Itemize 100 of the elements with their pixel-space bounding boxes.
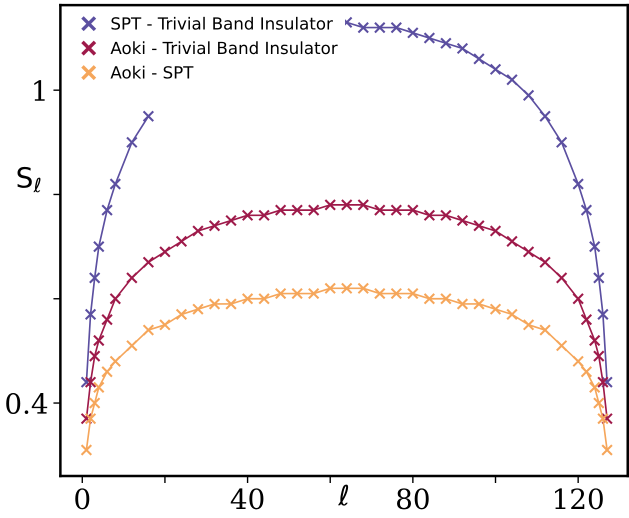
point (588, 334, 601, 346)
point (473, 52, 485, 65)
point (291, 288, 304, 300)
point (597, 376, 609, 388)
point (580, 204, 592, 216)
point (109, 292, 122, 305)
point (539, 256, 552, 268)
point (142, 324, 154, 336)
point (601, 412, 613, 425)
point (357, 282, 370, 294)
point (258, 292, 270, 305)
point (192, 225, 204, 237)
point (142, 256, 154, 268)
point (208, 220, 220, 232)
legend-label: Aoki - Trivial Band Insulator (110, 41, 338, 54)
point (258, 209, 270, 222)
point (406, 288, 419, 300)
point (225, 298, 237, 310)
point (340, 198, 353, 211)
point (159, 246, 171, 258)
point (192, 303, 204, 316)
point (176, 235, 188, 248)
legend-label: SPT - Trivial Band Insulator (111, 16, 333, 30)
point (80, 412, 92, 425)
x-tick-label: 120 (555, 488, 603, 510)
point (423, 292, 436, 305)
point (592, 350, 605, 362)
y-tick-label: 1 (34, 80, 45, 101)
point (176, 308, 188, 320)
point (126, 272, 138, 284)
point (440, 292, 452, 305)
point (80, 444, 92, 456)
point (242, 292, 254, 305)
point (406, 204, 419, 216)
point (84, 376, 96, 388)
point (473, 220, 485, 232)
point (506, 235, 518, 248)
point (539, 110, 552, 122)
point (390, 204, 402, 216)
point (572, 292, 584, 305)
point (456, 214, 468, 226)
point (374, 288, 386, 300)
point (92, 334, 105, 346)
legend-label: Aoki - SPT (110, 66, 194, 79)
point (88, 350, 101, 362)
point (522, 246, 534, 258)
point (423, 32, 436, 44)
point (159, 318, 171, 331)
point (556, 136, 568, 148)
point (374, 22, 386, 34)
point (242, 209, 254, 222)
point (490, 303, 502, 316)
point (101, 204, 113, 216)
point (601, 444, 613, 456)
point (556, 340, 568, 352)
y-tick-label: 0.4 (6, 392, 48, 414)
point (592, 272, 605, 284)
x-axis-title: ℓ (338, 484, 348, 506)
point (490, 225, 502, 237)
point (126, 136, 138, 148)
point (357, 22, 370, 34)
point (291, 204, 304, 216)
point (473, 298, 485, 310)
point (92, 381, 105, 394)
point (340, 282, 353, 294)
point (580, 366, 592, 378)
point (308, 204, 320, 216)
point (522, 318, 534, 331)
point (406, 26, 419, 39)
point (506, 308, 518, 320)
point (456, 42, 468, 54)
point (357, 198, 370, 211)
point (324, 198, 336, 211)
point (101, 366, 113, 378)
point (592, 397, 605, 409)
y-axis-title: S$_{ℓ}$ (18, 166, 40, 192)
point (274, 204, 287, 216)
point (588, 240, 601, 253)
point (588, 381, 601, 394)
point (490, 63, 502, 76)
point (539, 324, 552, 336)
point (390, 22, 402, 34)
point (88, 272, 101, 284)
point (423, 209, 436, 222)
x-tick-label: 40 (230, 488, 264, 510)
point (506, 74, 518, 86)
point (101, 314, 113, 326)
x-tick-label: 0 (75, 488, 90, 510)
point (324, 282, 336, 294)
point (522, 89, 534, 102)
point (580, 314, 592, 326)
point (92, 240, 105, 253)
point (142, 110, 154, 122)
point (109, 178, 122, 190)
point (440, 209, 452, 222)
point (208, 298, 220, 310)
point (126, 340, 138, 352)
point (456, 298, 468, 310)
point (84, 412, 96, 425)
point (556, 272, 568, 284)
